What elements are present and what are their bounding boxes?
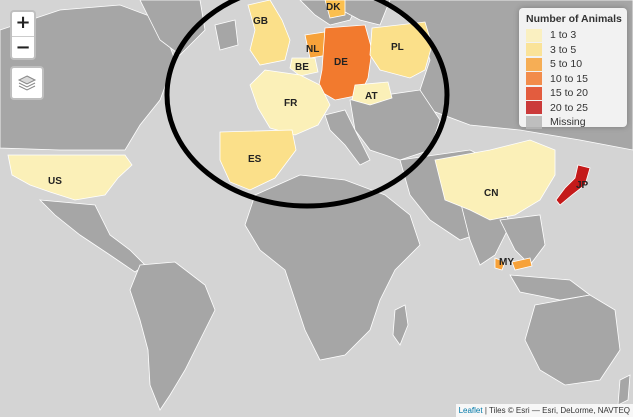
legend-item: 5 to 10 — [526, 57, 620, 72]
italy-land — [324, 109, 371, 166]
legend-label: 15 to 20 — [550, 87, 588, 100]
legend-swatch — [526, 57, 542, 71]
legend-item: 3 to 5 — [526, 43, 620, 58]
canada-land — [0, 4, 176, 151]
legend-label: 20 to 25 — [550, 101, 588, 114]
country-us[interactable] — [7, 154, 133, 201]
legend-swatch — [526, 72, 542, 86]
label-dk: DK — [326, 2, 341, 13]
layers-control-button[interactable] — [10, 66, 44, 100]
legend-label: 10 to 15 — [550, 72, 588, 85]
new-zealand-land — [617, 374, 631, 406]
leaflet-link[interactable]: Leaflet — [458, 406, 483, 415]
legend-swatch — [526, 115, 542, 129]
south-america-land — [129, 261, 216, 411]
zoom-in-button[interactable]: + — [12, 12, 34, 37]
legend-title: Number of Animals — [526, 13, 622, 25]
label-pl: PL — [391, 42, 404, 53]
country-pl[interactable] — [369, 21, 433, 79]
zoom-control: + − — [10, 10, 36, 60]
label-my: MY — [499, 257, 514, 268]
legend-swatch — [526, 86, 542, 100]
label-be: BE — [295, 62, 309, 73]
country-at[interactable] — [351, 81, 393, 106]
legend-item: 20 to 25 — [526, 101, 620, 116]
legend-label: 5 to 10 — [550, 58, 583, 71]
legend-label: Missing — [550, 116, 586, 129]
country-es[interactable] — [219, 129, 297, 191]
legend-label: 3 to 5 — [550, 43, 577, 56]
legend-item: Missing — [526, 115, 620, 130]
country-gb[interactable] — [247, 0, 291, 66]
balkans-land — [349, 89, 441, 161]
legend-item: 15 to 20 — [526, 86, 620, 101]
country-be[interactable] — [289, 57, 319, 77]
label-es: ES — [248, 154, 262, 165]
label-at: AT — [365, 91, 378, 102]
country-my[interactable] — [494, 257, 533, 271]
country-cn[interactable] — [434, 139, 556, 221]
label-us: US — [48, 176, 62, 187]
attribution: Leaflet | Tiles © Esri — Esri, DeLorme, … — [455, 404, 633, 417]
legend-swatch — [526, 101, 542, 115]
attribution-text: | Tiles © Esri — Esri, DeLorme, NAVTEQ — [482, 406, 630, 415]
zoom-out-button[interactable]: − — [15, 37, 31, 58]
label-fr: FR — [284, 98, 298, 109]
country-fr[interactable] — [249, 69, 331, 136]
legend-label: 1 to 3 — [550, 29, 577, 42]
label-jp: JP — [576, 180, 589, 191]
layers-icon — [17, 75, 37, 91]
africa-land — [244, 174, 421, 361]
europe-highlight-circle — [164, 0, 450, 209]
label-de: DE — [334, 57, 348, 68]
label-gb: GB — [253, 16, 268, 27]
legend-item: 10 to 15 — [526, 72, 620, 87]
legend-swatch — [526, 43, 542, 57]
country-jp[interactable] — [555, 164, 591, 206]
greenland-land — [139, 0, 206, 56]
ireland-land — [214, 19, 239, 51]
legend-swatch — [526, 28, 542, 42]
country-dk[interactable] — [324, 0, 346, 19]
legend-item: 1 to 3 — [526, 28, 620, 43]
label-nl: NL — [306, 44, 319, 55]
madagascar-land — [392, 304, 409, 346]
label-cn: CN — [484, 188, 498, 199]
australia-land — [524, 294, 621, 386]
se-asia-land — [499, 214, 546, 266]
